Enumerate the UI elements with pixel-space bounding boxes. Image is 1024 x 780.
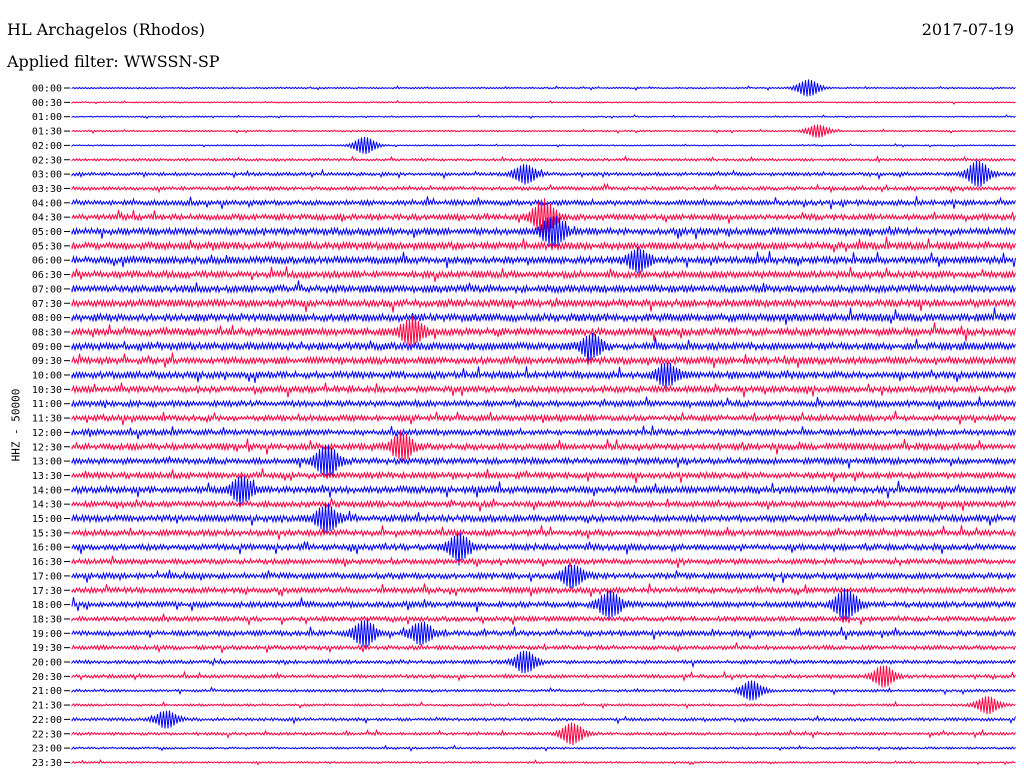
- tick-label: 22:30: [32, 729, 62, 740]
- tick-label: 06:00: [32, 256, 62, 267]
- tick-label: 20:00: [32, 658, 62, 669]
- tick-label: 11:30: [32, 414, 62, 425]
- tick-label: 02:30: [32, 155, 62, 166]
- tick-label: 17:00: [32, 571, 62, 582]
- tick-label: 10:00: [32, 371, 62, 382]
- seismic-trace: [71, 280, 1016, 295]
- tick-label: 15:30: [32, 528, 62, 539]
- seismic-trace: [71, 722, 1016, 746]
- tick-label: 04:30: [32, 213, 62, 224]
- tick-label: 01:00: [32, 112, 62, 123]
- seismic-trace: [71, 533, 1016, 566]
- seismic-trace: [71, 613, 1016, 626]
- tick-label: 18:00: [32, 600, 62, 611]
- tick-label: 02:00: [32, 141, 62, 152]
- seismic-trace: [71, 588, 1016, 622]
- tick-label: 21:30: [32, 701, 62, 712]
- tick-label: 12:00: [32, 428, 62, 439]
- tick-label: 19:30: [32, 643, 62, 654]
- seismic-trace: [71, 696, 1016, 715]
- seismic-trace: [71, 444, 1016, 478]
- seismic-trace: [71, 236, 1016, 253]
- filter-label: Applied filter: WWSSN-SP: [7, 52, 220, 71]
- tick-label: 20:30: [32, 672, 62, 683]
- seismic-trace: [71, 430, 1016, 461]
- tick-label: 12:30: [32, 442, 62, 453]
- tick-label: 14:00: [32, 485, 62, 496]
- seismic-trace: [71, 182, 1016, 194]
- seismic-trace: [71, 680, 1016, 701]
- tick-label: 14:30: [32, 500, 62, 511]
- seismic-trace: [71, 362, 1016, 389]
- seismic-trace: [71, 196, 1016, 210]
- tick-label: 11:00: [32, 399, 62, 410]
- seismic-trace: [71, 710, 1016, 729]
- tick-label: 00:00: [32, 84, 62, 95]
- seismic-trace: [71, 124, 1016, 138]
- seismic-trace: [71, 425, 1016, 440]
- tick-label: 15:00: [32, 514, 62, 525]
- seismic-trace: [71, 468, 1016, 483]
- tick-label: 07:30: [32, 299, 62, 310]
- tick-label: 16:00: [32, 543, 62, 554]
- tick-label: 10:30: [32, 385, 62, 396]
- tick-label: 16:30: [32, 557, 62, 568]
- seismic-trace: [71, 136, 1016, 154]
- seismic-trace: [71, 497, 1016, 512]
- seismic-trace: [71, 665, 1016, 688]
- seismic-trace: [71, 332, 1016, 365]
- seismic-trace: [71, 564, 1016, 589]
- seismic-trace: [71, 99, 1016, 105]
- seismic-trace: [71, 396, 1016, 410]
- seismic-trace: [71, 410, 1016, 426]
- seismic-trace: [71, 475, 1016, 507]
- tick-label: 04:00: [32, 198, 62, 209]
- seismic-trace: [71, 650, 1016, 674]
- tick-label: 05:30: [32, 241, 62, 252]
- tick-label: 03:30: [32, 184, 62, 195]
- tick-label: 22:00: [32, 715, 62, 726]
- seismic-trace: [71, 642, 1016, 654]
- tick-label: 00:30: [32, 98, 62, 109]
- seismic-trace: [71, 583, 1016, 597]
- seismic-trace: [71, 619, 1016, 648]
- tick-label: 01:30: [32, 127, 62, 138]
- tick-label: 05:00: [32, 227, 62, 238]
- seismic-trace: [71, 555, 1016, 569]
- tick-label: 13:00: [32, 457, 62, 468]
- seismic-trace: [71, 160, 1016, 187]
- tick-label: 17:30: [32, 586, 62, 597]
- seismic-trace: [71, 297, 1016, 313]
- tick-label: 18:30: [32, 614, 62, 625]
- seismic-trace: [71, 216, 1016, 249]
- tick-label: 09:00: [32, 342, 62, 353]
- tick-label: 19:00: [32, 629, 62, 640]
- seismic-trace: [71, 525, 1016, 540]
- seismic-trace: [71, 503, 1016, 534]
- seismic-trace: [71, 114, 1016, 120]
- tick-label: 03:00: [32, 170, 62, 181]
- tick-label: 08:00: [32, 313, 62, 324]
- tick-label: 08:30: [32, 327, 62, 338]
- station-title: HL Archagelos (Rhodos): [7, 20, 205, 39]
- seismic-trace: [71, 316, 1016, 347]
- seismic-trace: [71, 759, 1016, 766]
- seismic-trace: [71, 382, 1016, 398]
- tick-label: 23:30: [32, 758, 62, 769]
- seismic-trace: [71, 247, 1016, 274]
- tick-label: 06:30: [32, 270, 62, 281]
- seismic-trace: [71, 79, 1016, 97]
- tick-label: 07:00: [32, 284, 62, 295]
- seismic-trace: [71, 266, 1016, 282]
- date-label: 2017-07-19: [921, 20, 1014, 39]
- seismic-trace: [71, 155, 1016, 164]
- tick-label: 09:30: [32, 356, 62, 367]
- tick-label: 13:30: [32, 471, 62, 482]
- tick-label: 21:00: [32, 686, 62, 697]
- seismic-trace: [71, 307, 1016, 325]
- tick-label: 23:00: [32, 744, 62, 755]
- seismic-trace: [71, 352, 1016, 369]
- seismic-trace: [71, 744, 1016, 753]
